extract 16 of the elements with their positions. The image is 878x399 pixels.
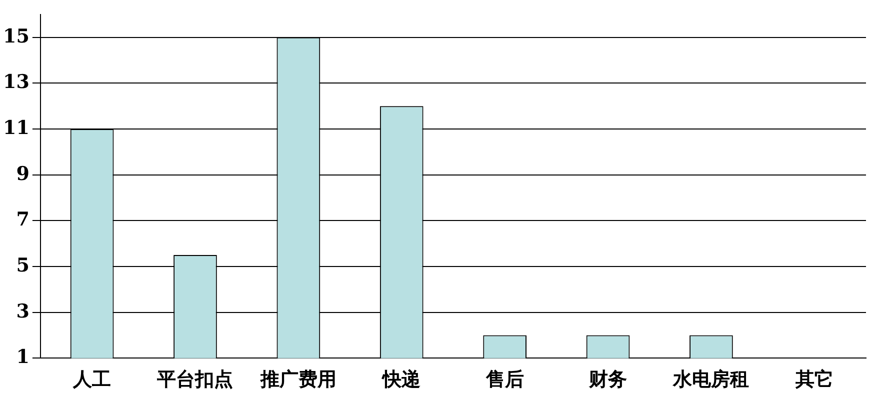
x-tick-label: 水电房租 xyxy=(672,368,750,391)
x-tick-label: 其它 xyxy=(794,368,834,391)
x-tick-label: 财务 xyxy=(588,368,628,391)
y-tick-label: 15 xyxy=(2,25,30,48)
y-tick-label: 9 xyxy=(16,162,30,185)
x-tick-label: 平台扣点 xyxy=(156,368,234,391)
x-tick-label: 快递 xyxy=(380,368,421,391)
y-tick-label: 7 xyxy=(16,208,30,231)
x-tick-label: 售后 xyxy=(484,368,524,391)
y-tick-label: 5 xyxy=(16,254,30,276)
y-tick-label: 11 xyxy=(2,116,30,139)
y-tick-label: 13 xyxy=(2,71,30,94)
x-tick-label: 人工 xyxy=(72,368,112,391)
y-tick-label: 1 xyxy=(16,346,30,368)
x-tick-label: 推广费用 xyxy=(259,368,336,391)
y-tick-label: 3 xyxy=(16,300,30,322)
